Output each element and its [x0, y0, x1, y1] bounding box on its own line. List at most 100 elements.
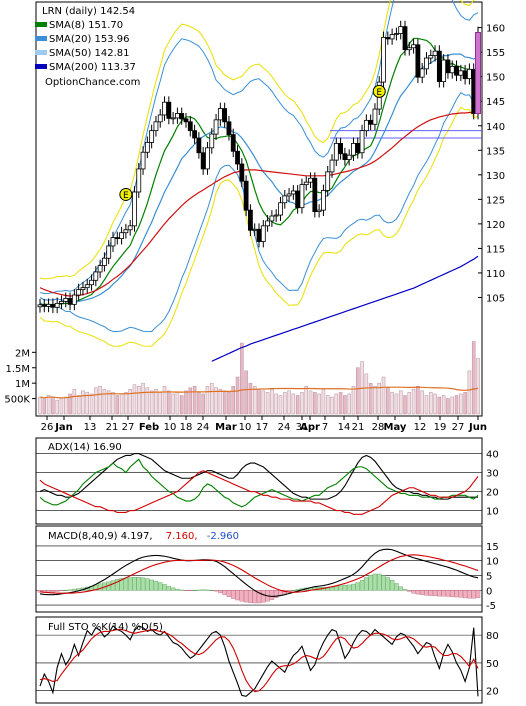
volume-bar: [347, 393, 351, 415]
date-tick-label: 10: [239, 422, 252, 433]
volume-bar: [89, 393, 94, 415]
candle-body: [132, 191, 137, 227]
date-tick-label: 12: [414, 422, 427, 433]
macd-histogram-bar: [149, 579, 154, 591]
candle-body: [252, 228, 258, 231]
volume-bar: [167, 390, 171, 415]
macd-histogram-bar: [123, 577, 129, 591]
candle-body: [196, 137, 202, 154]
price-panel-frame: [35, 1, 483, 417]
volume-bar: [274, 393, 278, 415]
volume-bar: [356, 367, 360, 415]
adx-panel-frame: [35, 437, 483, 525]
macd-histogram-bar: [256, 590, 262, 604]
volume-bar: [106, 390, 111, 415]
macd-histogram-bar: [368, 574, 373, 591]
legend-sma50: SMA(50) 142.81: [49, 48, 130, 59]
candle-body: [144, 142, 150, 153]
macd-histogram-bar: [54, 590, 60, 592]
macd-histogram-bar: [273, 590, 279, 598]
candle-body: [200, 152, 206, 170]
macd-histogram-bar: [162, 584, 167, 591]
price-tick-label: 155: [486, 48, 505, 59]
candle-body: [217, 108, 223, 121]
macd-panel-frame: [35, 525, 483, 613]
candle-body: [76, 289, 82, 296]
date-tick-label: 7: [322, 422, 328, 433]
macd-histogram-bar: [428, 590, 433, 596]
price-tick-label: 120: [486, 220, 505, 231]
volume-bar: [98, 386, 102, 415]
macd-histogram-bar: [471, 590, 476, 599]
volume-bar: [471, 341, 476, 415]
candle-body: [428, 55, 434, 59]
volume-bar: [287, 390, 291, 415]
volume-bar: [295, 395, 300, 415]
macd-line: [39, 548, 479, 598]
macd-title-label: MACD(8,40,9) 4.197,: [48, 531, 153, 542]
candle-body: [441, 59, 447, 82]
date-tick-label: 24: [278, 422, 291, 433]
candle-body: [303, 181, 309, 186]
candle-body: [127, 225, 133, 231]
volume-bar: [407, 392, 412, 415]
macd-histogram-bar: [381, 575, 386, 591]
price-panel: 105 110 115 120 125 130 135 140 145 150 155 160 2M 1…: [4, 0, 505, 433]
macd-histogram-bar: [419, 590, 425, 595]
date-tick-label: Jan: [54, 422, 73, 433]
price-axis: 105 110 115 120 125 130 135 140 145 150 155 160: [478, 24, 505, 304]
macd-histogram-bar: [475, 590, 481, 598]
candle-body: [179, 113, 185, 120]
macd-histogram-bar: [445, 590, 451, 597]
macd-histogram-bar: [394, 583, 399, 591]
candle-body: [385, 37, 391, 40]
macd-histogram-bar: [170, 587, 176, 591]
earnings-marker-label: E: [376, 88, 382, 98]
candle-body: [346, 154, 352, 161]
volume-bar: [300, 392, 304, 415]
volume-bar: [72, 389, 77, 415]
candle-body: [467, 68, 472, 80]
date-tick-label: Apr: [300, 422, 320, 433]
candle-body: [398, 26, 404, 34]
candlesticks: [37, 20, 481, 314]
macd-histogram-bar: [359, 580, 365, 591]
volume-bar: [115, 395, 120, 415]
panel-tick-label: 20: [486, 687, 499, 698]
candle-body: [424, 57, 429, 70]
macd-histogram-bar: [351, 583, 356, 591]
volume-bar: [283, 392, 287, 415]
candle-body: [282, 195, 288, 204]
signal-line: [39, 554, 479, 594]
macd-histogram-bar: [248, 590, 253, 603]
volume-bar: [386, 387, 390, 415]
candle-body: [342, 153, 348, 161]
macd-histogram-bar: [243, 590, 249, 603]
stochastic-title: Full STO %K(14) %D(5): [48, 622, 163, 633]
macd-histogram-bar: [222, 590, 227, 595]
adx-lines: [39, 453, 479, 515]
candle-body: [213, 119, 219, 135]
candle-body: [110, 237, 116, 247]
macd-histogram-bar: [462, 590, 468, 599]
-di-line: [39, 458, 479, 508]
macd-histogram-bar: [407, 590, 412, 592]
candle-body: [192, 130, 197, 139]
candle-body: [183, 118, 189, 123]
candle-body: [59, 300, 64, 304]
panel-tick-label: 10: [486, 557, 499, 568]
date-tick-label: 21: [352, 422, 365, 433]
candle-body: [260, 225, 266, 242]
volume-bar: [102, 389, 107, 415]
candle-body: [290, 190, 296, 195]
candle-body: [402, 26, 408, 51]
candle-body: [299, 184, 305, 209]
volume-bar: [184, 390, 188, 415]
candle-body: [230, 134, 236, 152]
candle-body: [80, 287, 86, 291]
macd-lines: [39, 548, 479, 598]
adx-panel: 10 20 30 40 ADX(14) 16.90: [35, 437, 499, 525]
macd-histogram-bar: [437, 590, 442, 597]
